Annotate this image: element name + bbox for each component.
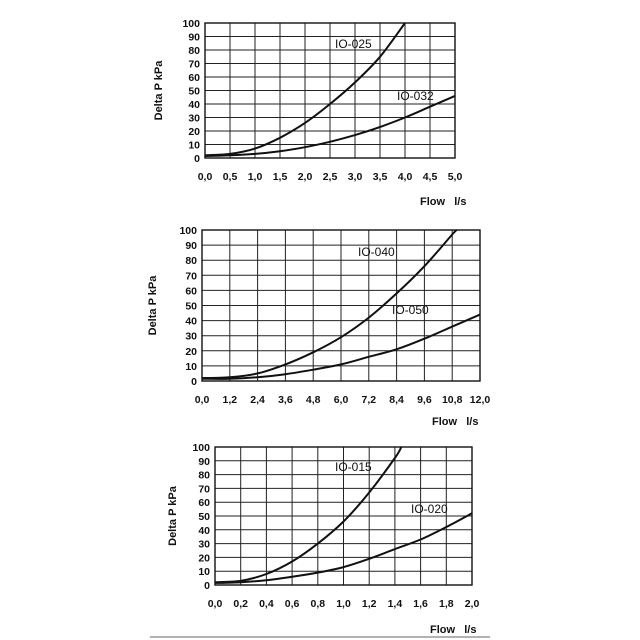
y-tick-label: 10 <box>185 361 197 373</box>
y-tick-label: 100 <box>192 442 210 454</box>
x-tick-label: 1,0 <box>248 171 263 183</box>
x-tick-label: 12,0 <box>470 394 491 406</box>
y-tick-label: 80 <box>188 45 200 57</box>
series-label: IO-040 <box>358 245 395 259</box>
x-tick-label: 10,8 <box>442 394 463 406</box>
y-tick-label: 0 <box>204 580 210 592</box>
y-tick-label: 30 <box>188 113 200 125</box>
series-label: IO-050 <box>392 303 429 317</box>
y-tick-label: 40 <box>185 316 197 328</box>
y-tick-label: 100 <box>179 225 197 237</box>
chart-panel-1: 0,0 0,5 1,0 1,5 2,0 2,5 3,0 3,5 4,0 4,5 5,0 010 203… <box>153 18 466 208</box>
series-line-io-032 <box>204 94 456 157</box>
x-tick-label: 9,6 <box>417 394 432 406</box>
y-tick-label: 70 <box>198 483 210 495</box>
x-tick-label: 0,0 <box>195 394 210 406</box>
y-tick-label: 20 <box>185 346 197 358</box>
y-tick-label: 100 <box>182 18 200 30</box>
x-tick-label: 0,0 <box>208 598 223 610</box>
x-tick-label: 4,5 <box>423 171 438 183</box>
y-axis-label: Delta P kPa <box>167 485 179 546</box>
y-axis-label: Delta P kPa <box>147 275 159 336</box>
series-line-io-015 <box>214 446 403 584</box>
x-tick-label: 0,6 <box>285 598 300 610</box>
series-line-io-050 <box>201 313 481 380</box>
x-tick-label: 1,0 <box>336 598 351 610</box>
series-line-io-025 <box>204 22 406 157</box>
y-tick-label: 60 <box>185 285 197 297</box>
series-label: IO-032 <box>397 89 434 103</box>
x-axis-label: Flow l/s <box>430 624 476 636</box>
x-tick-label: 5,0 <box>448 171 463 183</box>
x-tick-label: 2,4 <box>250 394 265 406</box>
x-tick-label: 2,0 <box>298 171 313 183</box>
y-tick-label: 20 <box>188 126 200 138</box>
x-tick-label: 1,6 <box>413 598 428 610</box>
series-label: IO-025 <box>335 37 372 51</box>
y-tick-label: 90 <box>185 240 197 252</box>
chart-panel-3: 0,0 0,2 0,4 0,6 0,8 1,0 1,2 1,4 1,6 1,8 2,0 0 10 203… <box>167 442 479 636</box>
x-tick-label: 7,2 <box>361 394 376 406</box>
plot-frame <box>214 446 473 586</box>
y-tick-label: 90 <box>198 456 210 468</box>
x-tick-label: 3,5 <box>373 171 388 183</box>
y-tick-label: 70 <box>185 270 197 282</box>
y-axis-label: Delta P kPa <box>153 60 165 121</box>
x-tick-label: 1,8 <box>439 598 454 610</box>
x-tick-label: 0,2 <box>233 598 248 610</box>
y-tick-label: 50 <box>188 86 200 98</box>
x-tick-label: 1,2 <box>222 394 237 406</box>
y-tick-label: 20 <box>198 552 210 564</box>
x-tick-label: 0,4 <box>259 598 274 610</box>
x-tick-label: 4,0 <box>398 171 413 183</box>
x-tick-label: 0,0 <box>198 171 213 183</box>
y-tick-label: 30 <box>198 539 210 551</box>
x-tick-label: 3,0 <box>348 171 363 183</box>
y-tick-label: 50 <box>198 511 210 523</box>
x-tick-label: 2,5 <box>323 171 338 183</box>
y-tick-label: 40 <box>198 525 210 537</box>
y-tick-label: 80 <box>185 255 197 267</box>
x-tick-label: 2,0 <box>465 598 480 610</box>
y-tick-label: 80 <box>198 470 210 482</box>
plot-frame <box>201 229 481 382</box>
chart-panel-2: 0,0 1,2 2,4 3,6 4,8 6,0 7,2 8,4 9,6 10,8 12,0 0 10 2… <box>147 225 490 428</box>
x-tick-label: 0,5 <box>223 171 238 183</box>
x-tick-label: 8,4 <box>389 394 404 406</box>
y-tick-label: 0 <box>191 376 197 388</box>
x-tick-label: 3,6 <box>278 394 293 406</box>
series-label: IO-020 <box>411 502 448 516</box>
plot-frame <box>204 22 456 159</box>
y-tick-label: 90 <box>188 32 200 44</box>
series-label: IO-015 <box>335 460 372 474</box>
x-axis-label: Flow l/s <box>432 416 478 428</box>
x-tick-label: 4,8 <box>306 394 321 406</box>
y-tick-label: 70 <box>188 59 200 71</box>
y-tick-label: 60 <box>188 72 200 84</box>
x-tick-label: 1,4 <box>388 598 403 610</box>
y-tick-label: 40 <box>188 99 200 111</box>
x-tick-label: 1,2 <box>362 598 377 610</box>
series-line-io-020 <box>214 512 473 584</box>
x-tick-label: 0,8 <box>310 598 325 610</box>
y-tick-label: 10 <box>198 566 210 578</box>
x-tick-label: 6,0 <box>334 394 349 406</box>
y-tick-label: 60 <box>198 497 210 509</box>
y-tick-label: 50 <box>185 301 197 313</box>
series-line-io-040 <box>201 229 458 379</box>
x-tick-label: 1,5 <box>273 171 288 183</box>
y-tick-label: 10 <box>188 140 200 152</box>
x-axis-label: Flow l/s <box>420 196 466 208</box>
y-tick-label: 0 <box>194 153 200 165</box>
y-tick-label: 30 <box>185 331 197 343</box>
